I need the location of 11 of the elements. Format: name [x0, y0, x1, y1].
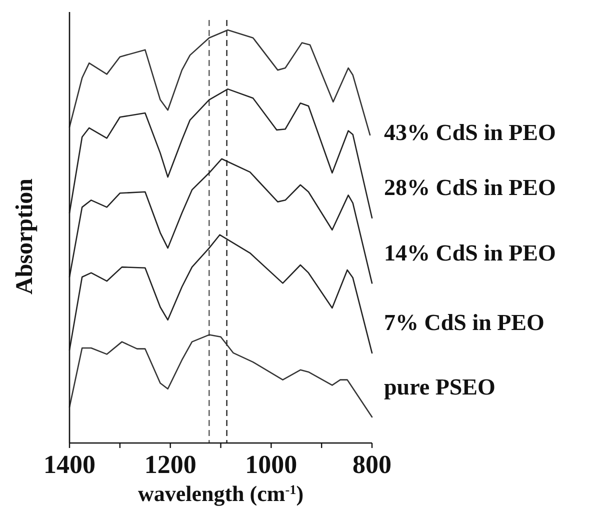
x-axis-title: wavelength (cm$^{-1}$)	[138, 481, 304, 506]
series-label: 43% CdS in PEO	[384, 120, 556, 146]
y-axis-title: Absorption	[12, 178, 38, 295]
series-label: pure PSEO	[384, 374, 496, 400]
series-label: 14% CdS in PEO	[384, 240, 556, 266]
series-label: 7% CdS in PEO	[384, 310, 544, 336]
x-tick-label: 1200	[144, 450, 196, 479]
x-tick-label: 1400	[44, 450, 96, 479]
x-tick-label: 1000	[245, 450, 298, 479]
series-label: 28% CdS in PEO	[384, 175, 556, 200]
x-tick-label: 800	[352, 450, 392, 479]
